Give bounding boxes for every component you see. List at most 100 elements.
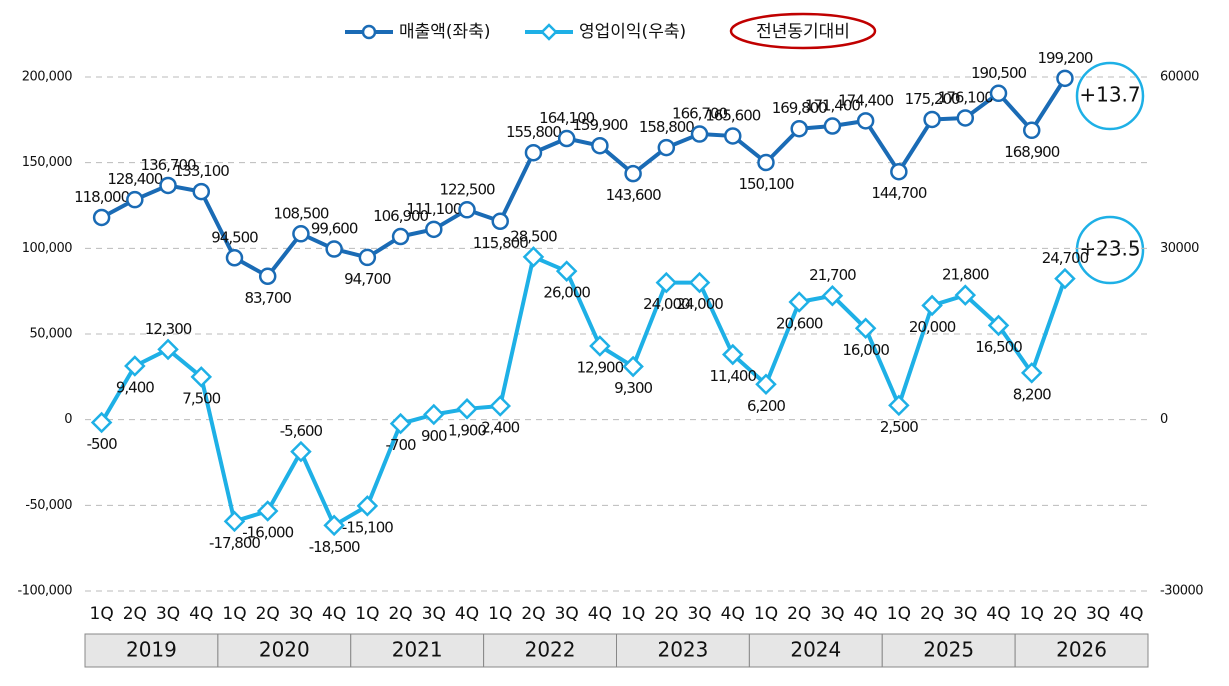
legend-label: 매출액(좌축) [399,22,490,42]
data-label: 16,000 [842,341,889,359]
data-label: 190,500 [971,64,1026,82]
x-tick-label: 4Q [854,604,878,624]
data-label: 16,500 [975,338,1022,356]
x-tick-label: 1Q [754,604,778,624]
data-label: 20,000 [909,318,956,336]
year-box [748,633,883,668]
data-label: 7,500 [182,389,220,407]
annotation-circle [1075,215,1145,285]
point [124,355,146,377]
point [391,227,410,246]
point [356,495,379,517]
year-label: 2025 [923,638,974,662]
data-label: 106,900 [373,207,428,225]
data-label: 133,100 [174,162,229,180]
data-label: -16,000 [242,524,293,542]
data-label: 136,700 [141,156,196,174]
point [788,291,810,313]
year-label: 2022 [525,638,576,662]
point [555,260,578,282]
point [1054,267,1076,290]
point [258,267,277,286]
year-label: 2020 [259,638,310,662]
legend-label: 전년동기대비 [756,22,850,42]
x-tick-label: 1Q [621,604,645,624]
point [323,514,345,537]
x-tick-label: 4Q [721,604,745,624]
x-tick-label: 2Q [256,604,280,624]
data-label: 2,400 [481,418,519,436]
data-label: 9,400 [116,378,154,396]
data-label: 143,600 [606,186,661,204]
data-label: 174,400 [838,91,893,109]
y-tick-label: 50,000 [30,327,73,342]
year-box [217,633,352,668]
data-label: 1,900 [448,421,486,439]
data-label: -700 [386,436,416,454]
data-label: 168,900 [1004,143,1059,161]
point [624,164,642,183]
point [790,119,808,138]
y-tick-label: 200,000 [22,70,72,85]
year-label: 2023 [657,638,708,662]
x-tick-label: 3Q [953,604,977,624]
point [989,84,1008,103]
data-label: 111,100 [406,200,461,218]
data-label: 115,800 [473,234,528,252]
point [456,398,478,420]
point [821,284,844,307]
data-label: -15,100 [342,518,393,536]
point [589,335,611,357]
y2-tick-label: -30000 [1160,584,1203,599]
point [856,112,875,130]
data-label: 21,800 [942,266,989,284]
point [1056,69,1074,88]
data-label: 122,500 [440,180,495,198]
point [458,201,476,219]
point [557,129,576,148]
point [389,412,412,435]
year-box [84,633,219,668]
point [987,314,1010,337]
data-label: 164,100 [539,109,594,127]
point [524,143,543,162]
data-label: 169,800 [772,99,827,117]
point [721,343,744,366]
point [890,162,908,181]
year-box [1014,633,1149,668]
point [489,395,512,417]
y2-tick-label: 60000 [1160,70,1199,85]
y-tick-label: 150,000 [22,155,72,170]
point [655,271,678,294]
data-label: 21,700 [809,266,856,284]
y-tick-label: 0 [64,412,72,427]
y2-tick-label: 0 [1160,412,1168,427]
point [425,220,443,239]
year-label: 2026 [1056,638,1107,662]
point [954,284,977,306]
data-label: 166,700 [672,105,727,123]
year-label: 2024 [790,638,841,662]
legend-highlight [729,12,877,50]
point [157,338,179,361]
point [358,248,377,267]
x-tick-label: 1Q [222,604,246,624]
point [622,355,644,378]
year-box [483,633,617,668]
point [854,317,877,340]
data-label: 128,400 [107,170,162,188]
year-label: 2021 [392,638,443,662]
data-label: 11,400 [710,367,757,385]
x-tick-label: 2Q [1053,604,1077,624]
x-tick-label: 2Q [521,604,545,624]
x-tick-label: 2Q [388,604,412,624]
point [657,138,676,157]
data-label: 175,200 [905,90,960,108]
point [522,246,545,268]
point [423,403,445,426]
x-tick-label: 3Q [687,604,711,624]
x-tick-label: 4Q [588,604,612,624]
x-tick-label: 1Q [887,604,911,624]
point [823,117,842,135]
